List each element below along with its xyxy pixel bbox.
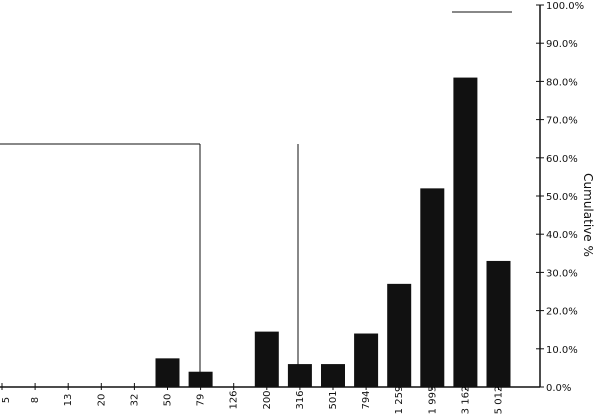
- x-tick-label: 32: [129, 394, 140, 407]
- x-tick-label: 1 995: [427, 386, 438, 415]
- y-tick-label: 40.0%: [546, 230, 578, 241]
- y-tick-label: 50.0%: [546, 192, 578, 203]
- y-tick-label: 0.0%: [546, 383, 571, 394]
- x-tick-label: 501: [328, 390, 339, 409]
- x-tick-label: 5 012: [494, 386, 505, 415]
- bar-5012: [486, 260, 511, 387]
- y-tick-label: 20.0%: [546, 307, 578, 318]
- bar-1995: [420, 188, 445, 387]
- bar-50: [155, 358, 180, 387]
- y-tick-label: 70.0%: [546, 116, 578, 127]
- x-tick-label: 79: [196, 394, 207, 407]
- x-tick-label: 3 162: [460, 386, 471, 415]
- x-tick-label: 200: [262, 390, 273, 409]
- bar-1259: [387, 283, 412, 387]
- x-tick-label: 316: [295, 390, 306, 409]
- x-tick-label: 5: [1, 397, 12, 403]
- y-tick-label: 80.0%: [546, 77, 578, 88]
- bar-79: [188, 371, 213, 387]
- bar-794: [354, 333, 379, 387]
- bar-200: [254, 331, 279, 387]
- x-tick-label: 794: [361, 390, 372, 409]
- bar-316: [287, 364, 312, 387]
- y-axis-right-ticks: 0.0% 10.0% 20.0% 30.0% 40.0% 50.0% 60.0% 70.0% 8…: [536, 1, 584, 394]
- y-tick-label: 30.0%: [546, 268, 578, 279]
- bar-3162: [453, 77, 478, 387]
- y-axis-right-title: Cumulative %: [581, 173, 595, 257]
- x-tick-label: 20: [96, 394, 107, 407]
- y-tick-label: 90.0%: [546, 39, 578, 50]
- x-tick-label: 1 259: [394, 386, 405, 415]
- x-tick-label: 13: [63, 394, 74, 407]
- y-tick-label: 60.0%: [546, 154, 578, 165]
- x-tick-label: 50: [163, 394, 174, 407]
- y-tick-label: 10.0%: [546, 345, 578, 356]
- x-tick-label: 8: [30, 397, 41, 403]
- y-tick-label: 100.0%: [546, 1, 584, 12]
- bars-group: [155, 77, 511, 387]
- x-tick-label: 126: [229, 390, 240, 409]
- bar-501: [321, 364, 345, 387]
